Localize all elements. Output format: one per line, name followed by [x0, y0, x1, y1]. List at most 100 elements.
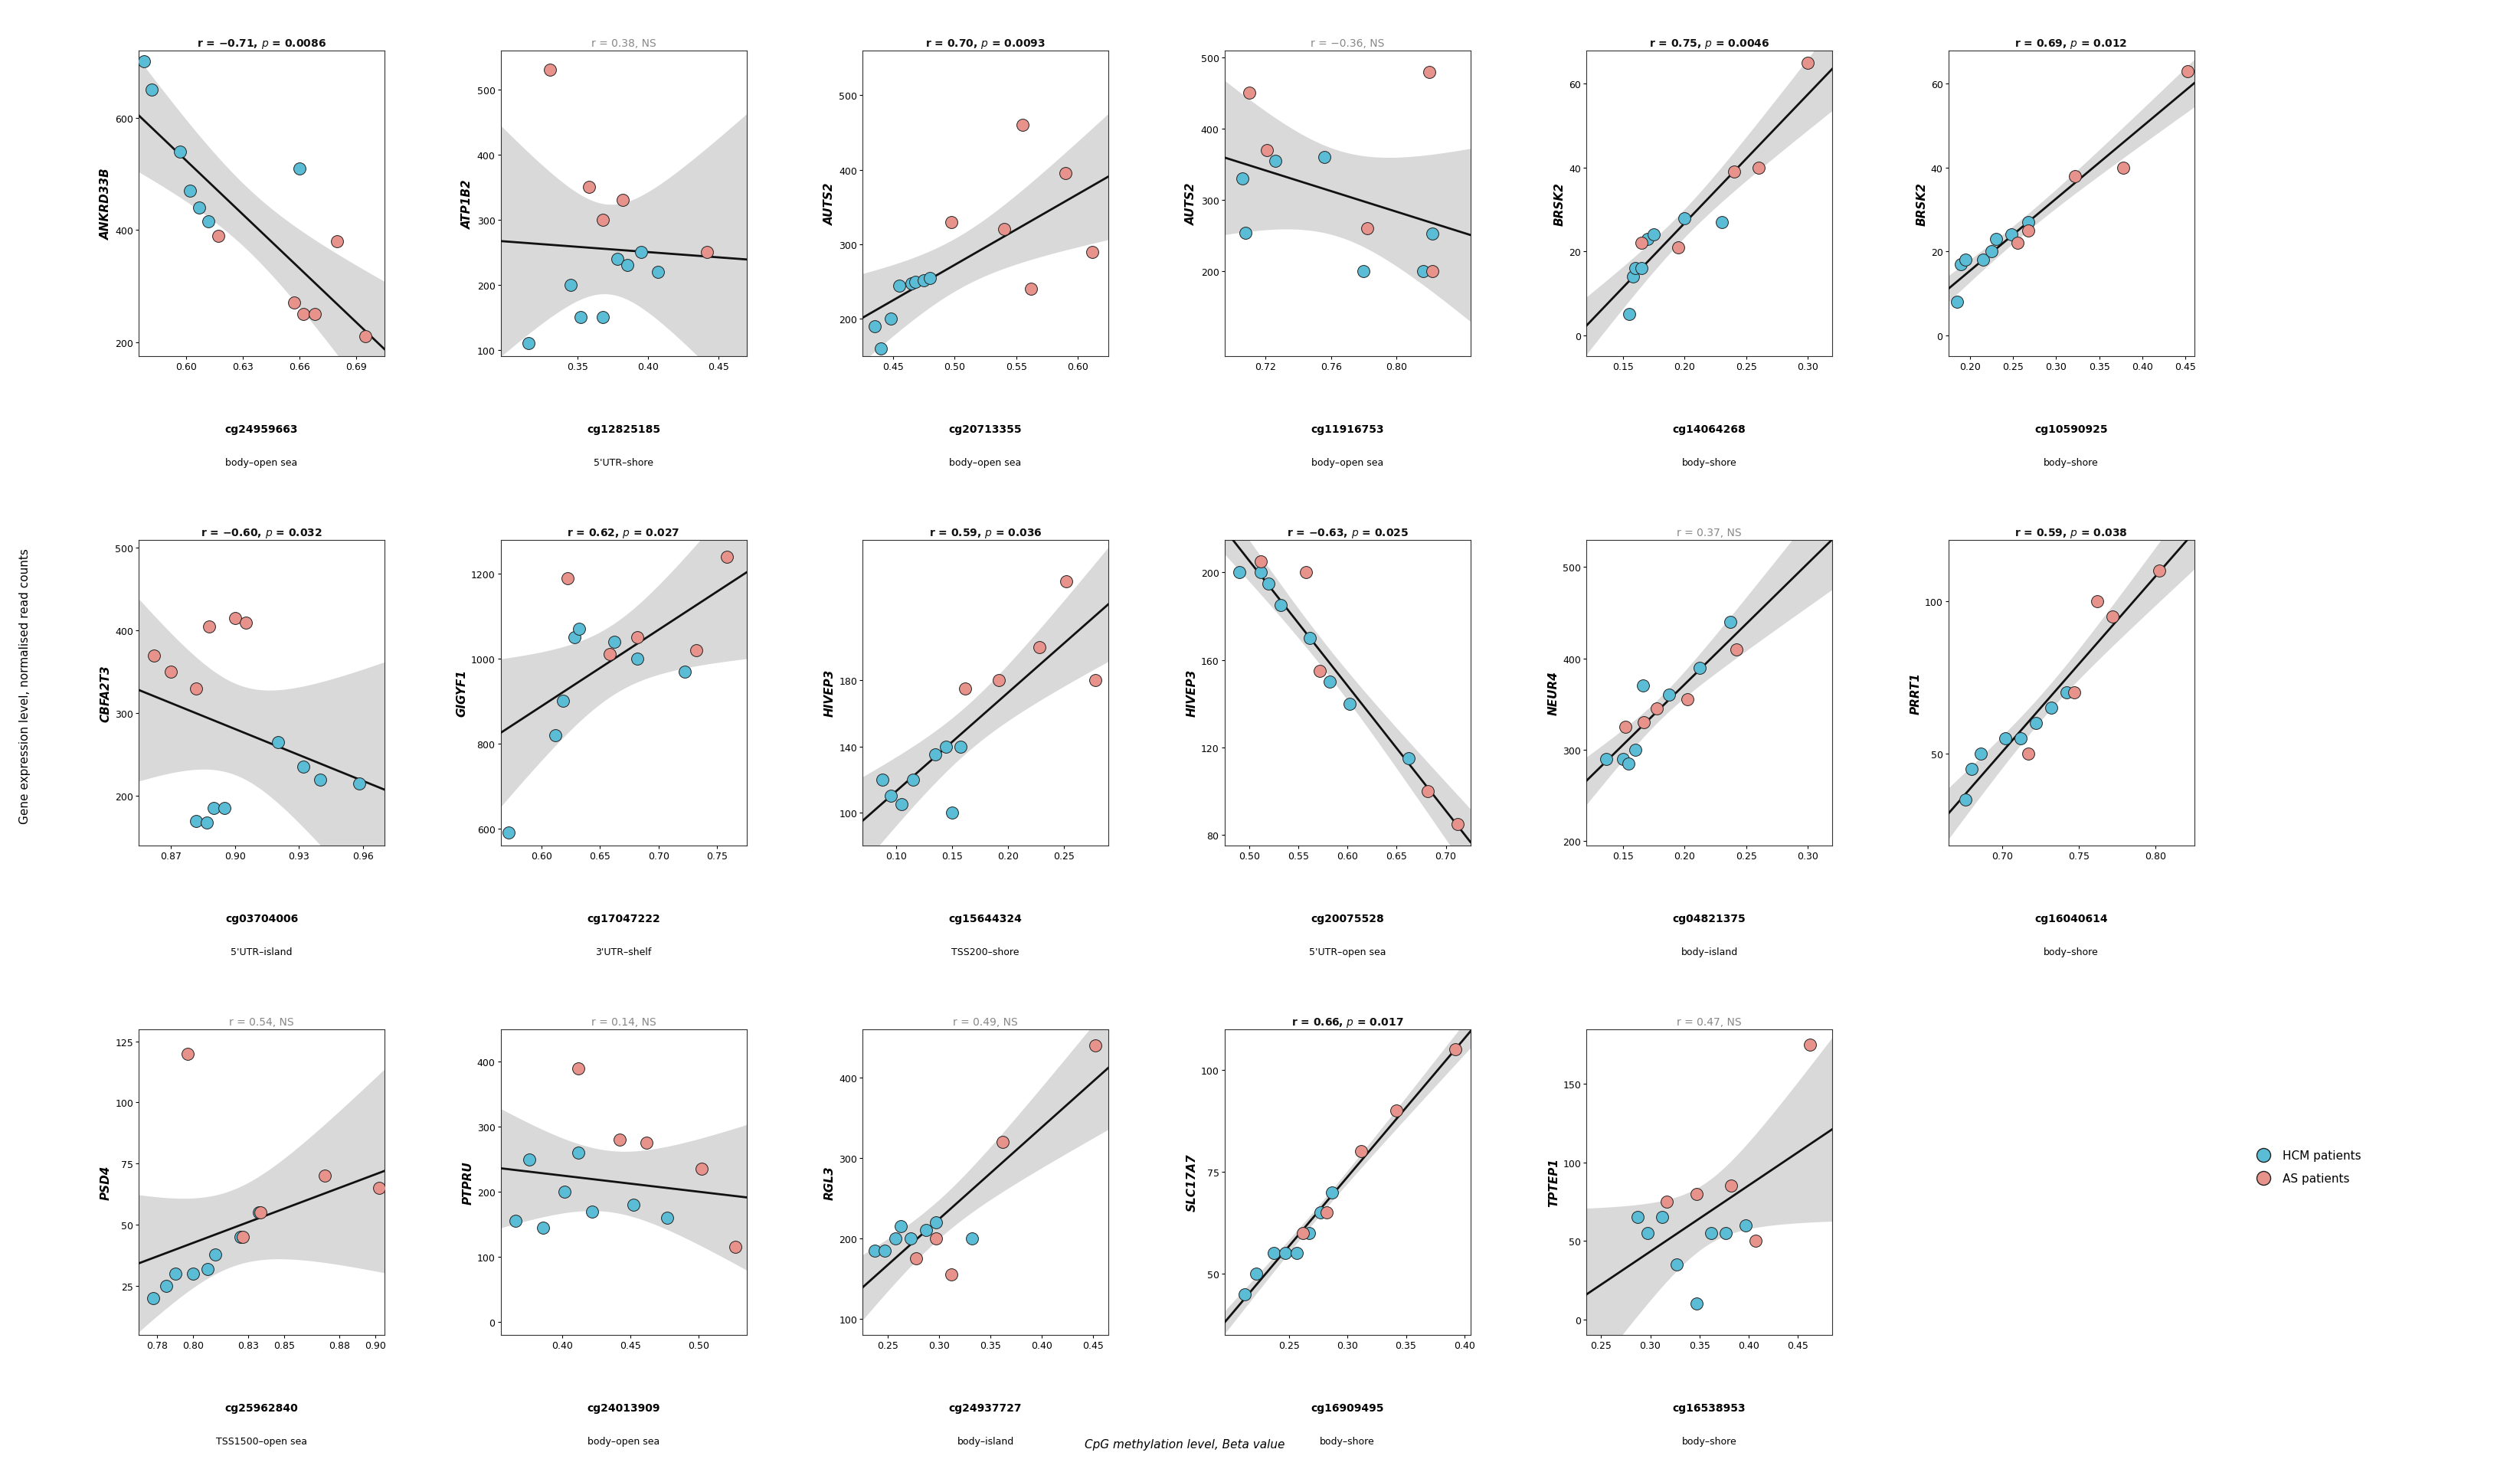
Point	[1046, 570, 1086, 594]
Y-axis label: GIGYF1: GIGYF1	[456, 670, 469, 716]
Point	[176, 677, 217, 700]
Point	[1996, 232, 2036, 255]
Point	[590, 643, 630, 667]
Point	[318, 231, 358, 254]
Text: cg17047222: cg17047222	[587, 913, 660, 924]
Point	[1260, 594, 1300, 617]
Point	[179, 197, 219, 220]
Point	[189, 210, 229, 233]
Text: body–island: body–island	[958, 1436, 1013, 1446]
Point	[1618, 1205, 1658, 1228]
Point	[617, 648, 658, 671]
Point	[2008, 743, 2049, 766]
Point	[1003, 114, 1043, 137]
Text: cg12825185: cg12825185	[587, 425, 660, 435]
Y-axis label: TPTEP1: TPTEP1	[1547, 1157, 1560, 1207]
Point	[983, 1131, 1023, 1154]
Point	[869, 308, 910, 331]
Point	[1341, 1139, 1381, 1163]
Point	[2167, 60, 2208, 83]
Y-axis label: AUTS2: AUTS2	[1187, 182, 1197, 225]
Point	[1310, 1180, 1351, 1204]
Point	[620, 241, 660, 264]
Point	[1963, 249, 2003, 273]
Y-axis label: PRRT1: PRRT1	[1910, 673, 1920, 713]
Point	[557, 1056, 597, 1080]
Point	[892, 767, 932, 791]
Point	[1252, 1242, 1293, 1265]
Point	[1608, 303, 1648, 327]
Title: r = 0.38, NS: r = 0.38, NS	[590, 38, 655, 50]
Point	[1235, 1262, 1275, 1285]
Point	[1641, 1205, 1681, 1228]
Point	[638, 261, 678, 285]
Point	[2092, 605, 2132, 629]
Point	[2016, 712, 2056, 735]
Point	[239, 1201, 280, 1224]
Point	[2008, 219, 2049, 242]
Point	[864, 1239, 905, 1262]
Text: cg11916753: cg11916753	[1310, 425, 1383, 435]
Point	[607, 254, 648, 277]
Text: cg15644324: cg15644324	[948, 913, 1023, 924]
Point	[1401, 260, 1441, 283]
Title: r = 0.47, NS: r = 0.47, NS	[1676, 1017, 1741, 1027]
Point	[509, 1148, 549, 1172]
Point	[890, 1227, 930, 1250]
Point	[892, 271, 932, 295]
Text: cg16040614: cg16040614	[2034, 913, 2107, 924]
Point	[905, 1218, 945, 1242]
Point	[1961, 743, 2001, 766]
Point	[151, 661, 192, 684]
Point	[706, 546, 746, 569]
Point	[186, 1258, 227, 1281]
Point	[134, 645, 174, 668]
Point	[932, 801, 973, 824]
Point	[925, 735, 965, 759]
Point	[282, 303, 323, 327]
Point	[1389, 747, 1429, 770]
Y-axis label: SLC17A7: SLC17A7	[1187, 1153, 1197, 1211]
Point	[1222, 168, 1263, 191]
Point	[345, 325, 386, 349]
Point	[1411, 260, 1452, 283]
Point	[189, 616, 229, 639]
Point	[194, 797, 234, 820]
Point	[1434, 1037, 1474, 1061]
Point	[1691, 1221, 1731, 1245]
Point	[1240, 550, 1280, 573]
Point	[1656, 1253, 1696, 1277]
Point	[1628, 228, 1668, 251]
Title: r = −0.71, $p$ = 0.0086: r = −0.71, $p$ = 0.0086	[197, 38, 325, 51]
Point	[224, 611, 265, 635]
Point	[305, 1164, 345, 1188]
Text: cg10590925: cg10590925	[2034, 425, 2107, 435]
Point	[1247, 572, 1288, 595]
Point	[983, 219, 1023, 242]
Point	[1678, 657, 1719, 680]
Point	[905, 268, 945, 292]
Point	[1255, 150, 1295, 174]
Point	[146, 1274, 186, 1297]
Point	[1300, 1201, 1341, 1224]
Text: 3'UTR–shelf: 3'UTR–shelf	[595, 947, 653, 957]
Point	[496, 1210, 537, 1233]
Point	[602, 190, 643, 213]
Point	[648, 1207, 688, 1230]
Point	[174, 1262, 214, 1285]
Title: r = −0.60, $p$ = 0.032: r = −0.60, $p$ = 0.032	[202, 527, 323, 540]
Point	[1071, 241, 1111, 264]
Point	[915, 1211, 955, 1234]
Point	[1288, 1221, 1328, 1245]
Point	[1714, 160, 1754, 184]
Point	[1950, 757, 1991, 781]
Point	[680, 1157, 721, 1180]
Point	[854, 315, 895, 338]
Point	[2031, 696, 2071, 719]
Point	[1734, 1230, 1774, 1253]
Text: body–open sea: body–open sea	[224, 458, 297, 467]
Point	[2046, 681, 2087, 705]
Point	[1411, 223, 1452, 247]
Point	[940, 735, 980, 759]
Point	[559, 306, 600, 330]
